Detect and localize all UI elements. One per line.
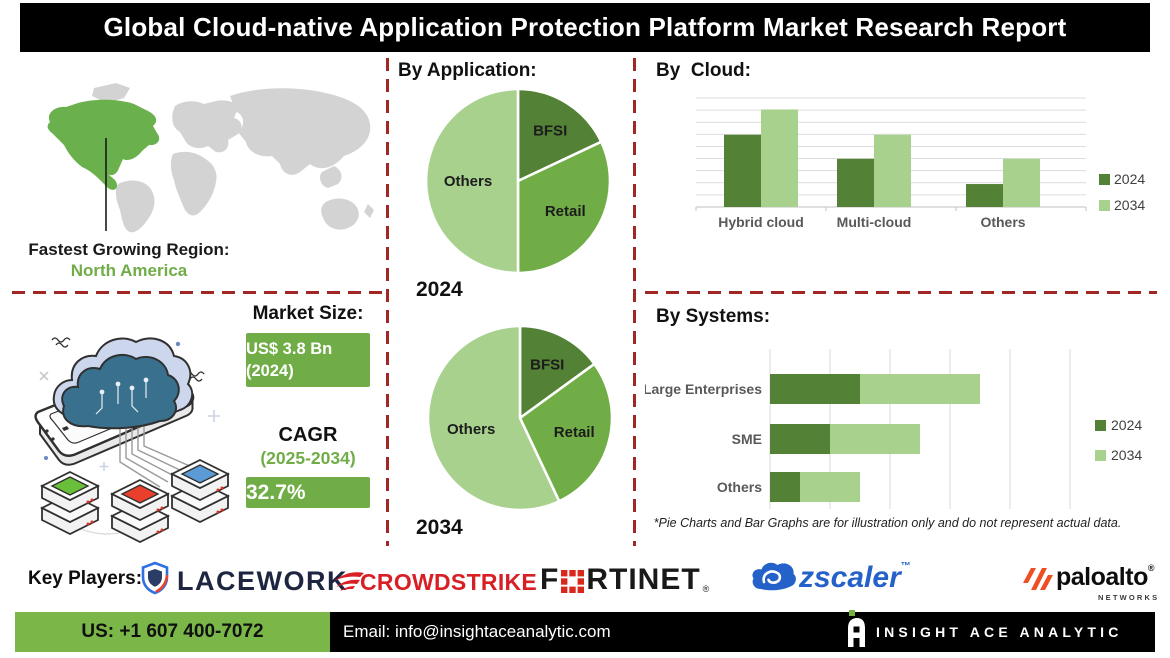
map-north-america-highlight bbox=[47, 99, 160, 190]
server-stacks bbox=[39, 458, 231, 544]
cloud-shape bbox=[52, 337, 194, 430]
world-map bbox=[47, 83, 374, 233]
pie-year-label-2034: 2034 bbox=[416, 516, 463, 539]
fortinet-grid-o-icon bbox=[561, 569, 585, 593]
svg-text:Others: Others bbox=[717, 479, 762, 495]
svg-text:Hybrid cloud: Hybrid cloud bbox=[718, 214, 804, 230]
logo-paloalto: paloalto® bbox=[1056, 563, 1154, 592]
divider-left-horizontal bbox=[12, 291, 382, 294]
market-size-value: US$ 3.8 Bn bbox=[246, 340, 333, 358]
svg-text:Others: Others bbox=[980, 214, 1025, 230]
svg-text:Retail: Retail bbox=[554, 424, 595, 441]
footer-phone-badge: US: +1 607 400-7072 bbox=[15, 612, 330, 652]
decor-sparkles bbox=[39, 371, 220, 471]
decor-dot bbox=[175, 341, 181, 347]
fortinet-letter-f: F bbox=[540, 563, 560, 596]
logo-crowdstrike: CROWDSTRIKE bbox=[360, 569, 538, 595]
svg-text:BFSI: BFSI bbox=[530, 357, 564, 374]
svg-text:2034: 2034 bbox=[1111, 447, 1142, 463]
report-title: Global Cloud-native Application Protecti… bbox=[103, 12, 1067, 42]
cagr-label: CAGR bbox=[278, 424, 338, 446]
key-players-label: Key Players: bbox=[28, 568, 143, 589]
zscaler-trademark: ™ bbox=[900, 561, 911, 572]
pie-chart-by-application-2024: BFSI Retail Others bbox=[424, 87, 612, 275]
logo-fortinet: F RTINET ® bbox=[540, 563, 709, 597]
pie-chart-by-application-2034: BFSI Retail Others bbox=[426, 324, 614, 512]
fortinet-wordmark: RTINET bbox=[586, 563, 701, 596]
section-title-by-cloud: By Cloud: bbox=[656, 60, 751, 81]
bar-chart-by-systems: Large Enterprises SME Others 2024 2034 bbox=[645, 349, 1142, 509]
fortinet-registered-mark: ® bbox=[702, 584, 710, 594]
svg-text:Others: Others bbox=[444, 173, 492, 190]
market-size-label: Market Size: bbox=[252, 303, 364, 324]
bar-chart-by-cloud: Hybrid cloud Multi-cloud Others 2024 2034 bbox=[695, 97, 1145, 230]
paloalto-slashes-icon bbox=[1023, 568, 1053, 590]
svg-text:Retail: Retail bbox=[545, 203, 586, 220]
report-title-banner: Global Cloud-native Application Protecti… bbox=[20, 3, 1150, 52]
divider-vertical-right bbox=[633, 58, 636, 546]
divider-vertical-left bbox=[386, 58, 389, 546]
svg-text:Multi-cloud: Multi-cloud bbox=[837, 214, 912, 230]
insightace-logo-green-dot bbox=[849, 610, 855, 616]
logo-lacework: LACEWORK bbox=[177, 566, 348, 596]
divider-right-horizontal bbox=[645, 291, 1157, 294]
svg-text:2024: 2024 bbox=[1111, 417, 1142, 433]
paloalto-wordmark: paloalto bbox=[1056, 563, 1148, 591]
svg-text:BFSI: BFSI bbox=[533, 122, 567, 139]
logo-zscaler: zscaler™ bbox=[799, 561, 911, 595]
zscaler-wordmark: zscaler bbox=[799, 561, 901, 594]
market-size-year: (2024) bbox=[246, 362, 294, 380]
paloalto-networks-subtext: NETWORKS bbox=[1098, 593, 1160, 602]
map-continents-gray bbox=[92, 83, 374, 233]
cagr-value-box: 32.7% bbox=[246, 477, 370, 508]
insightace-logo-a-icon bbox=[848, 618, 865, 647]
cloud-computing-illustration bbox=[34, 337, 231, 544]
decor-dot bbox=[44, 456, 48, 460]
paloalto-registered-mark: ® bbox=[1147, 563, 1155, 573]
footer-email-text: Email: info@insightaceanalytic.com bbox=[343, 622, 611, 641]
svg-text:SME: SME bbox=[732, 431, 762, 447]
svg-text:Others: Others bbox=[447, 421, 495, 438]
cagr-period: (2025-2034) bbox=[260, 448, 356, 468]
svg-text:Large Enterprises: Large Enterprises bbox=[645, 381, 762, 397]
insightace-brand-text: INSIGHT ACE ANALYTIC bbox=[876, 624, 1123, 640]
lacework-shield-icon bbox=[141, 561, 169, 595]
fastest-growing-region-value: North America bbox=[70, 261, 188, 280]
section-title-by-application: By Application: bbox=[398, 60, 537, 81]
footer-black-bar bbox=[330, 612, 1155, 652]
market-size-value-box: US$ 3.8 Bn (2024) bbox=[246, 333, 370, 387]
zscaler-cloud-icon bbox=[752, 562, 796, 591]
fastest-growing-region-label: Fastest Growing Region: bbox=[28, 240, 230, 259]
pie-year-label-2024: 2024 bbox=[416, 278, 463, 301]
section-title-by-systems: By Systems: bbox=[656, 306, 771, 327]
chart-disclaimer-footnote: *Pie Charts and Bar Graphs are for illus… bbox=[653, 516, 1122, 530]
svg-text:2024: 2024 bbox=[1114, 171, 1145, 187]
svg-text:2034: 2034 bbox=[1114, 197, 1145, 213]
crowdstrike-falcon-icon bbox=[334, 572, 364, 591]
